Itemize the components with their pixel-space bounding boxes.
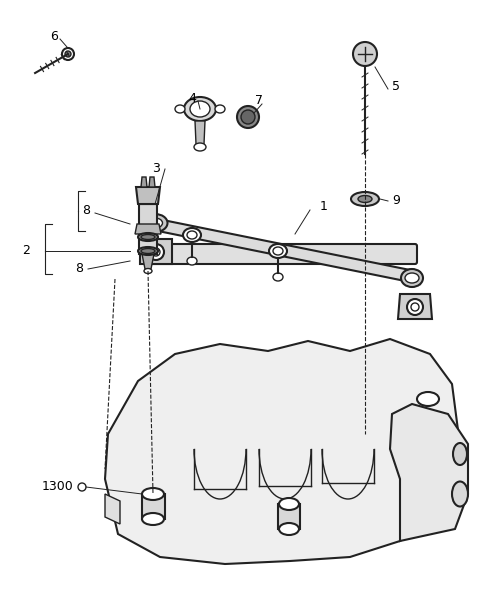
Ellipse shape xyxy=(273,247,283,255)
Circle shape xyxy=(237,106,259,128)
Ellipse shape xyxy=(358,195,372,203)
Text: 2: 2 xyxy=(22,244,30,258)
Polygon shape xyxy=(278,504,300,529)
Text: 4: 4 xyxy=(188,93,196,105)
Ellipse shape xyxy=(194,143,206,151)
Ellipse shape xyxy=(351,192,379,206)
Polygon shape xyxy=(141,177,147,187)
Ellipse shape xyxy=(405,273,419,283)
Ellipse shape xyxy=(452,482,468,507)
Ellipse shape xyxy=(184,97,216,121)
Polygon shape xyxy=(148,217,420,284)
FancyBboxPatch shape xyxy=(146,244,417,264)
Ellipse shape xyxy=(143,214,168,232)
Circle shape xyxy=(241,110,255,124)
Text: 1: 1 xyxy=(320,200,328,214)
Text: 1300: 1300 xyxy=(42,481,74,493)
Polygon shape xyxy=(142,494,165,519)
Ellipse shape xyxy=(215,105,225,113)
Circle shape xyxy=(148,244,164,260)
Ellipse shape xyxy=(147,218,163,228)
Circle shape xyxy=(65,51,71,57)
Text: 8: 8 xyxy=(82,205,90,217)
Ellipse shape xyxy=(142,488,164,500)
Text: 7: 7 xyxy=(255,94,263,108)
Ellipse shape xyxy=(183,228,201,242)
Circle shape xyxy=(411,303,419,311)
Ellipse shape xyxy=(141,248,155,253)
Text: 9: 9 xyxy=(392,194,400,208)
Circle shape xyxy=(407,299,423,315)
Circle shape xyxy=(152,248,160,256)
Ellipse shape xyxy=(175,105,185,113)
Text: 6: 6 xyxy=(50,30,58,43)
Polygon shape xyxy=(398,294,432,319)
Polygon shape xyxy=(136,187,160,204)
Text: 5: 5 xyxy=(392,80,400,94)
Polygon shape xyxy=(139,204,157,254)
Ellipse shape xyxy=(142,513,164,525)
Ellipse shape xyxy=(138,233,158,241)
Ellipse shape xyxy=(453,443,467,465)
Ellipse shape xyxy=(269,244,287,258)
Polygon shape xyxy=(390,404,468,541)
Ellipse shape xyxy=(144,269,152,273)
Ellipse shape xyxy=(273,273,283,281)
Ellipse shape xyxy=(279,498,299,510)
Polygon shape xyxy=(140,239,172,264)
Circle shape xyxy=(78,483,86,491)
Ellipse shape xyxy=(190,101,210,117)
Polygon shape xyxy=(135,224,161,234)
Ellipse shape xyxy=(417,392,439,406)
Ellipse shape xyxy=(187,257,197,265)
Polygon shape xyxy=(105,494,120,524)
Circle shape xyxy=(62,48,74,60)
Circle shape xyxy=(353,42,377,66)
Polygon shape xyxy=(149,177,155,187)
Polygon shape xyxy=(195,121,205,144)
Text: 8: 8 xyxy=(75,262,83,275)
Ellipse shape xyxy=(279,523,299,535)
Text: 3: 3 xyxy=(152,163,160,175)
Ellipse shape xyxy=(187,231,197,239)
Ellipse shape xyxy=(141,234,155,239)
Polygon shape xyxy=(142,254,154,269)
Ellipse shape xyxy=(138,247,158,255)
Polygon shape xyxy=(105,339,462,564)
Ellipse shape xyxy=(401,269,423,287)
